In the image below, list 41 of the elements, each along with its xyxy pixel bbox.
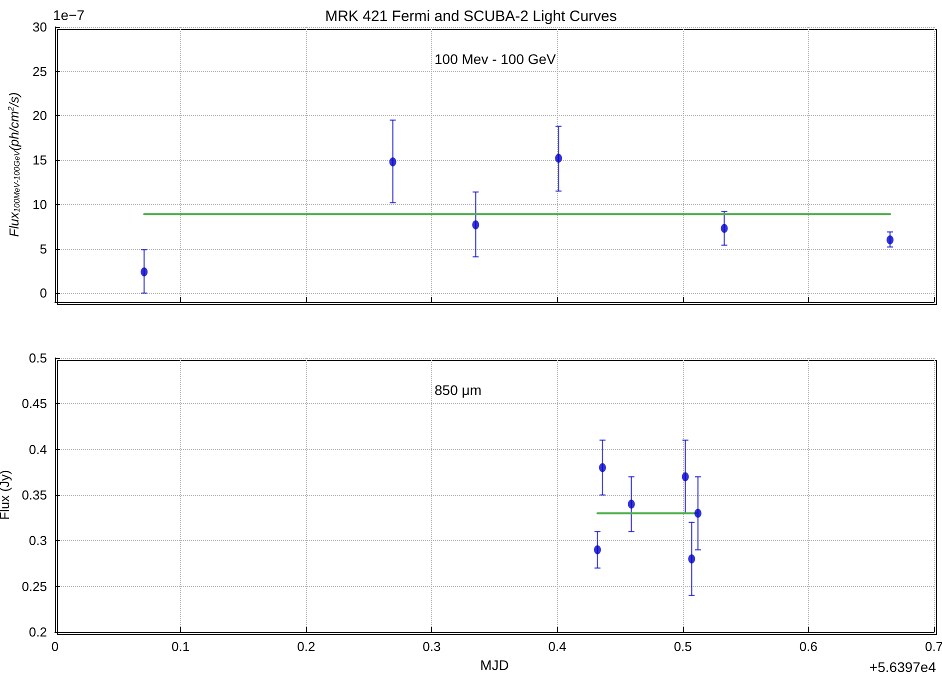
text: +5.6397e4: [869, 659, 936, 675]
point: [694, 508, 702, 518]
chart-title: MRK 421 Fermi and SCUBA-2 Light Curves: [325, 8, 617, 25]
y-tick-label: 10: [32, 196, 47, 212]
point: [628, 500, 635, 509]
point: [389, 157, 396, 166]
point: [555, 154, 562, 163]
y-tick-label: 20: [32, 108, 47, 124]
annotation: 100 Mev - 100 GeV: [434, 51, 557, 67]
point: [886, 235, 894, 244]
annotation: 850 μm: [434, 382, 482, 398]
point: [140, 267, 148, 276]
x-tick-label: 0.4: [548, 639, 566, 654]
y-tick-label: 0: [40, 286, 47, 301]
y-tick-label: 0.3: [28, 533, 47, 548]
point: [720, 224, 728, 233]
x-tick-label: 0.5: [674, 639, 692, 654]
x-tick-label: 0.6: [799, 639, 818, 654]
y-tick-label: 30: [32, 20, 47, 34]
y-tick-label: 0.45: [22, 396, 47, 412]
y-tick-label: 0.25: [22, 578, 47, 594]
y-tick-label: 0.35: [22, 488, 47, 502]
y-tick-label: 5: [40, 241, 47, 256]
x-tick-label: 0.1: [172, 639, 190, 654]
x-tick-label: 0.3: [422, 639, 441, 654]
y-tick-label: 25: [32, 64, 47, 79]
y-tick-label: 0.5: [28, 350, 47, 366]
x-tick-label: 0.2: [297, 639, 316, 654]
y-tick-label: 0.2: [28, 624, 47, 640]
y-tick-label: 0.4: [28, 442, 47, 457]
x-tick-label: 0.7: [924, 639, 942, 654]
point: [688, 554, 696, 564]
y-tick-label: 15: [32, 152, 47, 168]
x-tick-label: 0: [51, 639, 59, 654]
point: [594, 545, 601, 554]
point: [599, 463, 606, 472]
text: 1e−7: [53, 7, 85, 23]
y-axis-title: Flux100MeV-100GeV(ph/cm2/s): [6, 92, 22, 237]
point: [682, 472, 689, 482]
x-axis-title: MJD: [480, 657, 509, 673]
point: [472, 220, 480, 230]
